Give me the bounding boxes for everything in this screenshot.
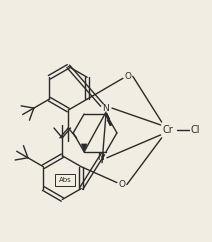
Text: Cr: Cr	[162, 125, 173, 135]
Text: O: O	[118, 180, 125, 189]
Text: O: O	[124, 72, 131, 81]
Text: Cl: Cl	[191, 125, 200, 135]
Text: N: N	[97, 153, 103, 162]
Text: N: N	[102, 104, 108, 113]
FancyBboxPatch shape	[55, 174, 75, 186]
Polygon shape	[81, 144, 87, 152]
Text: Abs: Abs	[59, 177, 72, 183]
